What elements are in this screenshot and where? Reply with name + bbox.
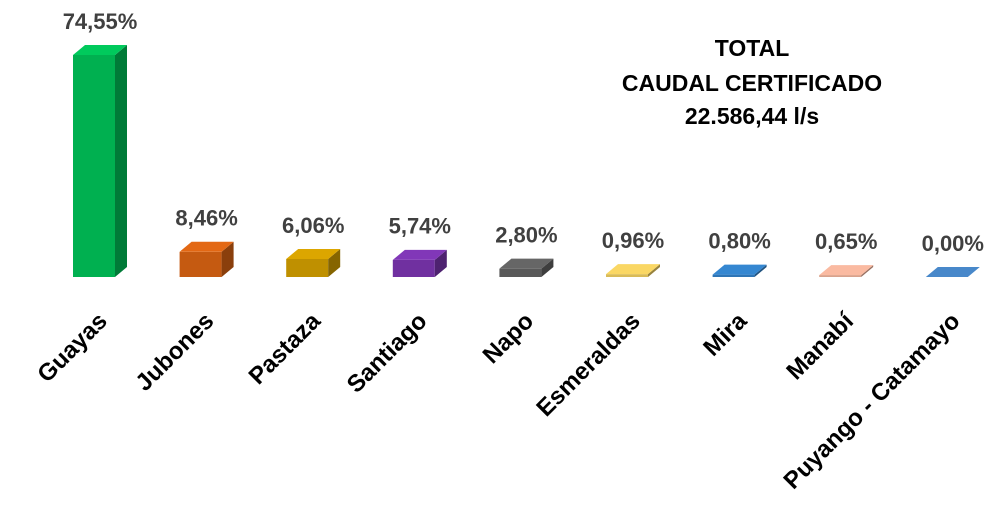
value-label: 74,55% — [63, 9, 138, 34]
bar-front — [73, 55, 115, 277]
bar — [286, 249, 340, 277]
value-label: 5,74% — [389, 214, 451, 239]
value-label: 8,46% — [175, 206, 237, 231]
bar-front — [393, 260, 435, 277]
chart: TOTAL CAUDAL CERTIFICADO 22.586,44 l/s 7… — [0, 0, 1007, 525]
title-line: CAUDAL CERTIFICADO — [622, 70, 882, 96]
bar — [180, 242, 234, 277]
bar-front — [713, 275, 755, 277]
value-label: 0,00% — [922, 231, 984, 256]
bar-front — [819, 275, 861, 277]
bar-front — [606, 274, 648, 277]
bar — [393, 250, 447, 277]
bar — [73, 45, 127, 277]
bar-front — [286, 259, 328, 277]
value-label: 6,06% — [282, 213, 344, 238]
bar-front — [180, 252, 222, 277]
bar-front — [499, 269, 541, 277]
value-label: 2,80% — [495, 222, 557, 247]
value-label: 0,65% — [815, 229, 877, 254]
title-line: TOTAL — [715, 35, 790, 61]
bar-side — [115, 45, 127, 277]
value-label: 0,96% — [602, 228, 664, 253]
value-label: 0,80% — [708, 228, 770, 253]
title-line: 22.586,44 l/s — [685, 103, 819, 129]
